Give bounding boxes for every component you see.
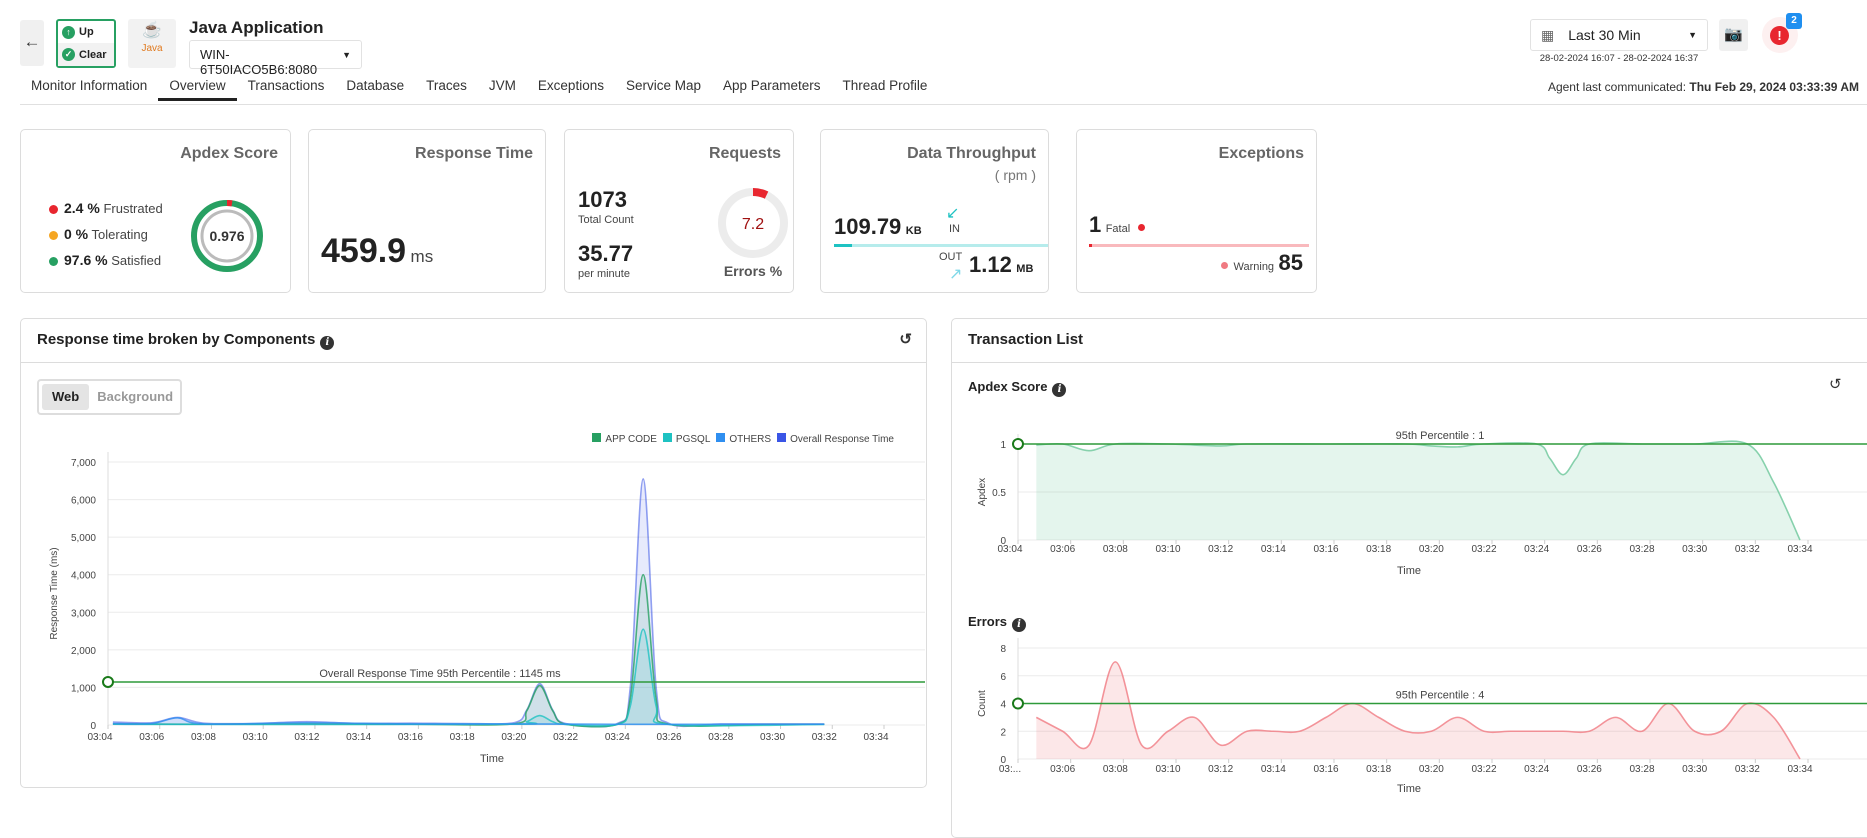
info-icon[interactable]: i bbox=[1012, 618, 1026, 632]
per-minute-label: per minute bbox=[578, 268, 630, 280]
legend-item[interactable]: OTHERS bbox=[716, 433, 771, 445]
logo-text: Java bbox=[128, 43, 176, 54]
instance-dropdown[interactable]: WIN-6T50IACO5B6:8080▼ bbox=[189, 40, 362, 69]
history-icon[interactable]: ↺ bbox=[899, 330, 912, 348]
toggle-web[interactable]: Web bbox=[42, 384, 89, 410]
chevron-down-icon: ▼ bbox=[342, 47, 351, 62]
response-time-value: 459.9 ms bbox=[321, 232, 433, 271]
apdex-frustrated: 2.4 % Frustrated bbox=[49, 200, 163, 216]
arrow-in-icon: ↙ bbox=[946, 203, 959, 223]
warning-count: Warning 85 bbox=[1221, 250, 1304, 276]
legend-item[interactable]: APP CODE bbox=[592, 433, 657, 445]
arrow-out-icon: ↗ bbox=[949, 264, 962, 284]
card-title: Requests bbox=[709, 145, 781, 163]
out-value: 1.12 MB bbox=[969, 252, 1033, 278]
back-button[interactable]: ← bbox=[20, 20, 44, 66]
tab-monitor-information[interactable]: Monitor Information bbox=[20, 78, 158, 101]
card-title: Response Time bbox=[415, 145, 533, 163]
tab-service-map[interactable]: Service Map bbox=[615, 78, 712, 101]
agent-communicated: Agent last communicated: Thu Feb 29, 202… bbox=[1548, 80, 1859, 94]
tab-transactions[interactable]: Transactions bbox=[237, 78, 336, 101]
throughput-card[interactable]: Data Throughput ( rpm ) 109.79 KB ↙ IN O… bbox=[820, 129, 1049, 293]
tab-overview[interactable]: Overview bbox=[158, 78, 236, 101]
tab-traces[interactable]: Traces bbox=[415, 78, 478, 101]
history-icon[interactable]: ↺ bbox=[1829, 375, 1842, 393]
info-icon[interactable]: i bbox=[1052, 383, 1066, 397]
in-label: IN bbox=[949, 223, 960, 235]
apdex-score-value: 0.976 bbox=[209, 228, 244, 244]
errors-donut: 7.2 bbox=[715, 185, 791, 261]
in-value: 109.79 KB bbox=[834, 214, 922, 240]
legend-item[interactable]: Overall Response Time bbox=[777, 433, 894, 445]
up-arrow-icon: ↑ bbox=[62, 26, 75, 39]
throughput-bar bbox=[834, 244, 1048, 247]
date-range: 28-02-2024 16:07 - 28-02-2024 16:37 bbox=[1530, 53, 1708, 64]
agent-time: Thu Feb 29, 2024 03:33:39 AM bbox=[1689, 80, 1859, 94]
total-count-label: Total Count bbox=[578, 214, 634, 226]
apdex-tolerating: 0 % Tolerating bbox=[49, 226, 148, 242]
response-time-card[interactable]: Response Time 459.9 ms bbox=[308, 129, 546, 293]
alert-count-badge: 2 bbox=[1786, 13, 1802, 29]
card-title: Data Throughput bbox=[907, 145, 1036, 163]
status-clear: Clear bbox=[79, 49, 107, 61]
response-time-components-panel: Response time broken by Components i ↺ We… bbox=[20, 318, 927, 788]
card-title: Apdex Score bbox=[180, 145, 278, 163]
status-box: ↑ Up ✓ Clear bbox=[56, 19, 116, 68]
exceptions-bar bbox=[1089, 244, 1309, 247]
web-background-toggle: Web Background bbox=[37, 379, 182, 415]
errors-pct-value: 7.2 bbox=[742, 216, 764, 233]
calendar-icon: ▦ bbox=[1541, 27, 1554, 44]
chevron-down-icon: ▼ bbox=[1688, 30, 1697, 40]
total-count: 1073 bbox=[578, 187, 627, 213]
card-subtitle: ( rpm ) bbox=[995, 167, 1036, 183]
app-title: Java Application bbox=[189, 18, 323, 38]
java-logo: ☕ Java bbox=[128, 19, 176, 68]
tab-exceptions[interactable]: Exceptions bbox=[527, 78, 615, 101]
fatal-count: 1 Fatal bbox=[1089, 212, 1151, 238]
legend-item[interactable]: PGSQL bbox=[663, 433, 710, 445]
tab-database[interactable]: Database bbox=[335, 78, 415, 101]
card-title: Exceptions bbox=[1219, 145, 1304, 163]
requests-card[interactable]: Requests 1073 Total Count 35.77 per minu… bbox=[564, 129, 794, 293]
check-icon: ✓ bbox=[62, 48, 75, 61]
per-minute: 35.77 bbox=[578, 241, 633, 267]
chart-legend: APP CODE PGSQL OTHERS Overall Response Time bbox=[592, 433, 894, 445]
panel-title: Response time broken by Components bbox=[37, 331, 315, 348]
apdex-satisfied: 97.6 % Satisfied bbox=[49, 252, 161, 268]
apdex-donut: 0.976 bbox=[189, 198, 265, 274]
alert-button[interactable]: ! 2 bbox=[1762, 17, 1798, 53]
apdex-card[interactable]: Apdex Score 2.4 % Frustrated 0 % Tolerat… bbox=[20, 129, 291, 293]
time-range-value: Last 30 Min bbox=[1568, 27, 1688, 43]
errors-pct-label: Errors % bbox=[715, 263, 791, 279]
info-icon[interactable]: i bbox=[320, 336, 334, 350]
panel-title: Transaction List bbox=[968, 331, 1083, 348]
agent-label: Agent last communicated: bbox=[1548, 80, 1686, 94]
tab-thread-profile[interactable]: Thread Profile bbox=[832, 78, 939, 101]
tab-divider bbox=[20, 104, 1867, 105]
status-up: Up bbox=[79, 26, 94, 38]
out-label: OUT bbox=[939, 251, 962, 263]
tab-app-parameters[interactable]: App Parameters bbox=[712, 78, 832, 101]
screenshot-button[interactable]: 📷 bbox=[1719, 19, 1748, 51]
alert-icon: ! bbox=[1770, 26, 1789, 45]
tab-jvm[interactable]: JVM bbox=[478, 78, 527, 101]
toggle-background[interactable]: Background bbox=[89, 384, 181, 410]
instance-value: WIN-6T50IACO5B6:8080 bbox=[200, 47, 342, 62]
exceptions-card[interactable]: Exceptions 1 Fatal Warning 85 bbox=[1076, 129, 1317, 293]
time-range-dropdown[interactable]: ▦ Last 30 Min ▼ bbox=[1530, 19, 1708, 51]
